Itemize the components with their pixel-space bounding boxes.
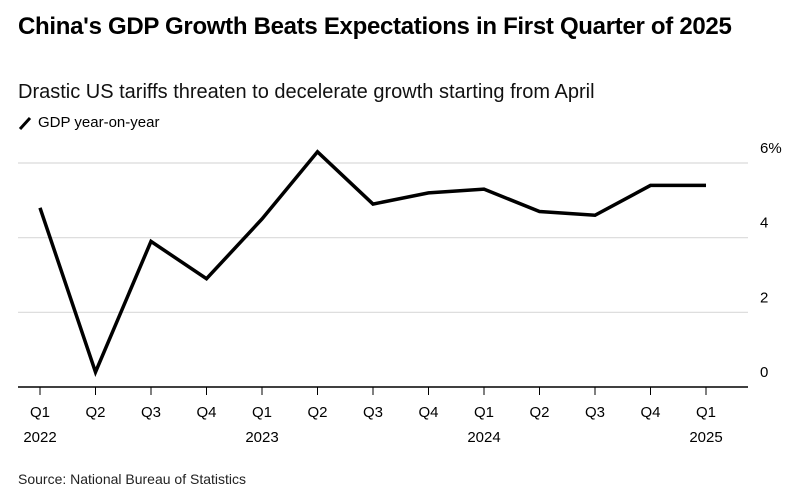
legend-line-icon	[18, 116, 32, 130]
chart-subtitle: Drastic US tariffs threaten to decelerat…	[18, 81, 595, 103]
x-year-label: 2025	[689, 429, 722, 446]
x-year-label: 2022	[23, 429, 56, 446]
x-tick-label: Q3	[363, 404, 383, 421]
y-tick-label: 2	[760, 289, 768, 306]
y-tick-label: 6%	[760, 140, 782, 157]
legend: GDP year-on-year	[18, 114, 159, 131]
series-line-gdp	[38, 149, 706, 377]
series-layer	[38, 149, 707, 377]
x-tick-label: Q1	[474, 404, 494, 421]
x-tick-label: Q2	[85, 404, 105, 421]
x-tick-label: Q2	[529, 404, 549, 421]
x-tick-label: Q1	[252, 404, 272, 421]
x-tick-label: Q3	[141, 404, 161, 421]
x-tick-label: Q3	[585, 404, 605, 421]
chart-title: China's GDP Growth Beats Expectations in…	[18, 13, 732, 40]
x-year-label: 2023	[245, 429, 278, 446]
x-tick-label: Q1	[696, 404, 716, 421]
gridlines	[18, 162, 748, 313]
x-tick-label: Q4	[418, 404, 438, 421]
source-note: Source: National Bureau of Statistics	[18, 471, 247, 487]
legend-label: GDP year-on-year	[38, 114, 160, 131]
y-tick-label: 0	[760, 364, 768, 381]
x-year-label: 2024	[467, 429, 500, 446]
x-tick-label: Q1	[30, 404, 50, 421]
y-tick-label: 4	[760, 215, 768, 232]
x-tick-label: Q4	[196, 404, 216, 421]
x-axis: Q1 2022 Q2 Q3 Q4 Q1 2023 Q2 Q3 Q4 Q1 2024 Q2 Q3 Q4 Q1 20…	[18, 386, 748, 446]
x-tick-label: Q2	[307, 404, 327, 421]
x-tick-label: Q4	[640, 404, 660, 421]
y-axis-labels: 0 2 4 6%	[760, 140, 782, 381]
